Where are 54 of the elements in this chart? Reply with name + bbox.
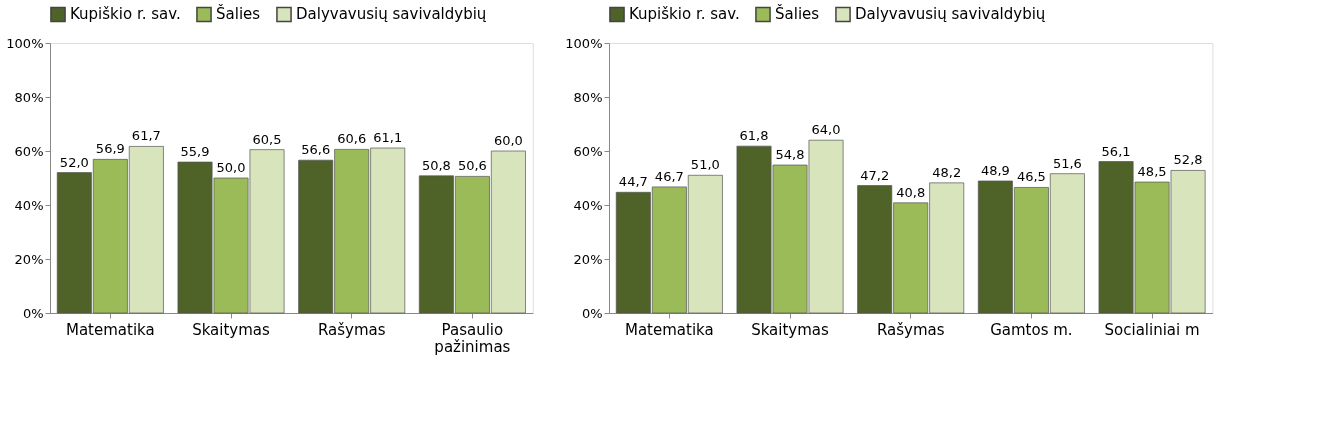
data-label: 56,6: [301, 142, 331, 158]
data-label: 50,0: [216, 160, 246, 175]
data-label: 60,0: [493, 133, 523, 148]
y-tick-label: 100%: [6, 35, 44, 51]
y-tick-label: 20%: [14, 251, 44, 267]
data-label: 60,5: [252, 131, 282, 147]
data-label: 56,9: [95, 141, 125, 157]
y-tick-label: 60%: [14, 143, 44, 159]
x-tick-label: Rašymas: [317, 320, 386, 339]
data-label: 50,6: [457, 158, 487, 174]
y-tick-label: 40%: [14, 197, 44, 213]
data-label: 52,8: [1173, 152, 1203, 168]
data-label: 55,9: [180, 144, 210, 160]
data-label: 52,0: [59, 154, 89, 170]
legend-label: Kupiškio r. sav.: [629, 5, 740, 24]
data-label: 46,7: [654, 168, 684, 184]
data-label: 61,7: [131, 128, 161, 144]
data-label: 40,8: [896, 184, 926, 200]
y-tick-label: 0%: [581, 305, 603, 321]
y-tick-label: 40%: [573, 197, 603, 213]
x-tick-label: Socialiniai m: [1104, 320, 1200, 339]
data-label: 61,8: [739, 128, 769, 144]
y-tick-label: 60%: [573, 143, 603, 159]
data-label: 64,0: [811, 122, 841, 138]
data-label: 51,6: [1052, 155, 1082, 171]
data-label: 51,0: [690, 157, 720, 173]
data-label: 48,9: [980, 162, 1010, 178]
data-label: 54,8: [775, 147, 805, 163]
data-label: 61,1: [373, 130, 403, 146]
legend-label: Dalyvavusių savivaldybių: [855, 5, 1046, 24]
x-tick-label: Rašymas: [876, 320, 945, 339]
data-label: 46,5: [1016, 169, 1046, 185]
x-tick-label: Skaitymas: [751, 320, 830, 339]
y-tick-label: 0%: [22, 305, 44, 321]
data-label: 48,5: [1137, 164, 1167, 180]
y-tick-label: 20%: [573, 251, 603, 267]
legend-label: Šalies: [216, 4, 261, 24]
data-label: 56,1: [1101, 143, 1131, 159]
x-tick-label: Skaitymas: [192, 320, 271, 339]
y-tick-label: 100%: [565, 35, 603, 51]
legend-label: Kupiškio r. sav.: [70, 5, 181, 24]
y-tick-label: 80%: [14, 89, 44, 105]
y-tick-label: 80%: [573, 89, 603, 105]
data-label: 48,2: [932, 164, 962, 180]
x-tick-label: Matematika: [65, 320, 155, 339]
data-label: 44,7: [618, 174, 648, 190]
x-tick-label: Pasaulio pažinimas: [434, 320, 511, 356]
data-label: 47,2: [860, 167, 890, 183]
legend-label: Šalies: [775, 4, 820, 24]
x-tick-label: Matematika: [624, 320, 714, 339]
x-tick-label: Gamtos m.: [990, 320, 1073, 339]
data-label: 60,6: [337, 131, 367, 147]
data-label: 50,8: [421, 157, 451, 173]
legend-label: Dalyvavusių savivaldybių: [296, 5, 487, 24]
